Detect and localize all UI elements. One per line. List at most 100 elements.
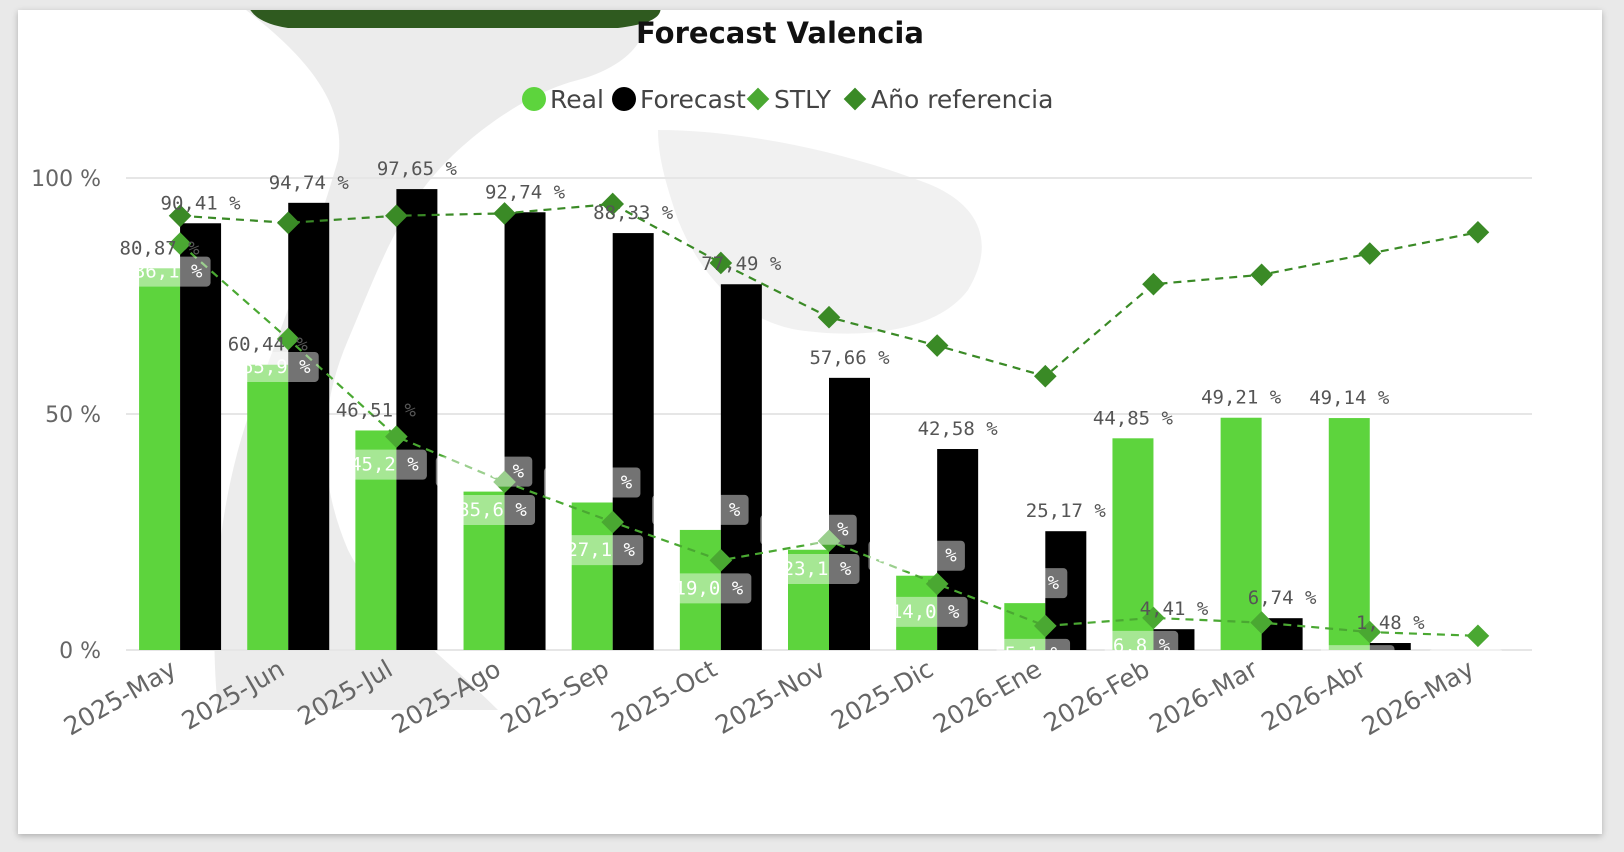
x-tick-label: 2026-Mar [1144, 654, 1263, 739]
chart: Forecast Valencia Real Forecast STLY Año re… [31, 10, 1532, 741]
data-label-group: 33,56 % [435, 456, 533, 487]
data-label: 94,74 % [269, 172, 350, 194]
data-label-group: 97,65 % [377, 158, 458, 180]
data-label: 15,74 % [877, 545, 958, 567]
bar-real [679, 529, 721, 650]
data-label: 27,1 % [566, 539, 635, 561]
data-label-box [868, 540, 965, 571]
bar-forecast [1153, 629, 1195, 650]
x-tick-label: 2026-Abr [1256, 654, 1371, 737]
data-label-box [543, 467, 641, 498]
legend-marker-circle [522, 87, 546, 111]
x-tick-label: 2025-May [59, 654, 181, 741]
data-label-box [558, 535, 644, 566]
x-tick-label: 2025-Sep [495, 654, 613, 739]
x-tick-label: 2026-Ene [928, 654, 1046, 739]
data-label-box [435, 456, 533, 487]
bars [139, 189, 1411, 651]
data-label-group: 19,0 % [666, 573, 752, 604]
y-tick-label: 0 % [59, 639, 101, 664]
bar-real [247, 364, 289, 650]
legend-item: STLY [746, 85, 832, 114]
data-label: 92,74 % [485, 181, 566, 203]
bar-forecast [1369, 643, 1411, 650]
marker-ano-referencia [1466, 220, 1490, 244]
data-label: 77,49 % [701, 253, 782, 275]
data-label-group: 92,74 % [485, 181, 566, 203]
data-label-box [760, 514, 857, 545]
chart-card: Forecast Valencia Real Forecast STLY Año re… [18, 10, 1602, 834]
data-label: 14,0 % [891, 601, 960, 623]
marker-stly [1466, 624, 1490, 648]
bar-forecast [180, 223, 222, 650]
marker-ano-referencia [1250, 263, 1273, 287]
legend: Real Forecast STLY Año referencia [522, 85, 1053, 114]
data-label: 23,1 % [783, 558, 852, 580]
legend-marker-circle [612, 87, 636, 111]
data-label: 49,14 % [1309, 387, 1390, 409]
data-label: 44,85 % [1093, 407, 1174, 429]
data-label-group: 49,14 % [1309, 387, 1390, 409]
x-tick-label: 2025-Oct [606, 654, 722, 737]
data-label-box [1321, 645, 1395, 676]
data-label-box [774, 553, 860, 584]
data-label-group: 25,44 % [652, 494, 749, 525]
data-label-group: 57,66 % [809, 347, 890, 369]
data-label: 33,56 % [444, 461, 525, 483]
marker-stly [1358, 620, 1382, 644]
data-label-group: 25,17 % [1026, 500, 1107, 522]
data-label: 45,2 % [350, 454, 419, 476]
marker-stly [817, 529, 841, 553]
data-label-group: 86,1 % [125, 256, 211, 287]
data-label-box [666, 573, 752, 604]
data-label-group: 77,49 % [701, 253, 782, 275]
data-label-group: 65,9 % [233, 351, 319, 382]
data-label-box [982, 568, 1068, 599]
legend-label: Forecast [640, 85, 746, 114]
data-label: 60,44 % [228, 334, 309, 356]
bar-real [571, 502, 613, 650]
data-label: 25,44 % [660, 499, 741, 521]
data-labels: 90,41 % 94,74 % 97,65 % 92,74 % 88,33 % 77,49… [120, 158, 1503, 679]
legend-marker-diamond [843, 87, 867, 111]
data-label-group: 31,25 % [543, 467, 641, 498]
data-label-group: 94,74 % [269, 172, 350, 194]
data-label: 86,1 % [134, 261, 203, 283]
data-label-group: 5,1 % [996, 638, 1071, 669]
x-tick-label: 2025-Dic [826, 654, 938, 735]
bar-forecast [829, 377, 870, 650]
data-label-group: 35,6 % [450, 494, 536, 525]
data-label: 46,51 % [336, 399, 417, 421]
data-label-box [450, 494, 536, 525]
data-label-group: 88,33 % [593, 202, 674, 224]
data-label: 49,21 % [1201, 387, 1282, 409]
bar-forecast [937, 449, 979, 650]
data-label: 4,41 % [1140, 598, 1209, 620]
data-label: 9,93 % [990, 572, 1059, 594]
y-axis: 0 % 50 % 100 % [31, 167, 101, 664]
y-tick-label: 100 % [31, 167, 101, 192]
marker-ano-referencia [709, 251, 733, 275]
data-label: 1,48 % [1356, 612, 1425, 634]
marker-stly [1142, 606, 1165, 630]
data-label: 5,1 % [1005, 643, 1063, 665]
data-label: 90,41 % [161, 192, 242, 214]
bar-real [139, 268, 181, 650]
data-label-group: 49,21 % [1201, 387, 1282, 409]
bar-real [788, 549, 829, 650]
data-label-group: 27,1 % [558, 535, 644, 566]
data-label: 97,65 % [377, 158, 458, 180]
legend-label: Año referencia [871, 85, 1053, 114]
data-label-group: 3,0 % [1429, 648, 1503, 679]
marker-stly [601, 510, 625, 534]
legend-item: Año referencia [843, 85, 1053, 114]
map-shape [658, 130, 982, 334]
data-label-box [652, 494, 749, 525]
data-label-group: 3,8 % [1321, 645, 1395, 676]
data-label: 57,66 % [809, 347, 890, 369]
data-label-box [1104, 630, 1179, 661]
data-label-box [882, 596, 968, 627]
data-label-group: 42,58 % [918, 418, 999, 440]
data-label: 6,8 % [1113, 635, 1171, 657]
bar-forecast [504, 212, 546, 650]
